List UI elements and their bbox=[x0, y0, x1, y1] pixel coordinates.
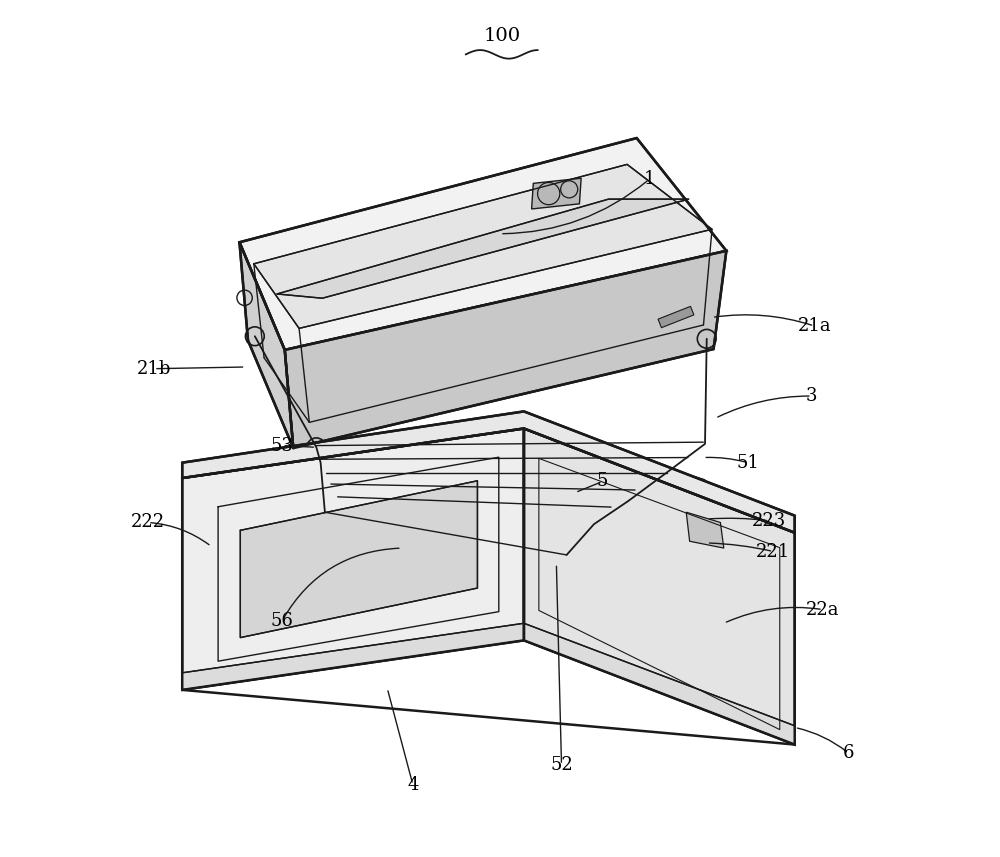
Polygon shape bbox=[239, 243, 293, 448]
Polygon shape bbox=[285, 251, 726, 448]
Text: 56: 56 bbox=[271, 612, 294, 630]
Polygon shape bbox=[182, 411, 795, 533]
Polygon shape bbox=[532, 178, 581, 209]
Text: 222: 222 bbox=[131, 513, 165, 531]
Polygon shape bbox=[254, 165, 712, 328]
Text: 21a: 21a bbox=[798, 317, 831, 335]
Text: 21b: 21b bbox=[137, 360, 171, 378]
Text: 1: 1 bbox=[644, 170, 655, 188]
Polygon shape bbox=[658, 306, 694, 327]
Polygon shape bbox=[277, 199, 689, 298]
Text: 6: 6 bbox=[843, 744, 854, 762]
Polygon shape bbox=[524, 428, 795, 745]
Text: 100: 100 bbox=[483, 27, 520, 45]
Text: 53: 53 bbox=[271, 436, 294, 454]
Polygon shape bbox=[686, 512, 724, 548]
Text: 223: 223 bbox=[752, 512, 786, 530]
Text: 4: 4 bbox=[407, 776, 419, 794]
Text: 5: 5 bbox=[597, 472, 608, 490]
Text: 3: 3 bbox=[806, 387, 818, 405]
Polygon shape bbox=[239, 138, 726, 350]
Polygon shape bbox=[182, 623, 795, 745]
Polygon shape bbox=[671, 470, 705, 499]
Text: 52: 52 bbox=[550, 756, 573, 774]
Polygon shape bbox=[182, 428, 524, 690]
Text: 221: 221 bbox=[756, 542, 790, 560]
Text: 51: 51 bbox=[736, 453, 759, 471]
Polygon shape bbox=[240, 481, 477, 638]
Text: 22a: 22a bbox=[806, 601, 840, 619]
